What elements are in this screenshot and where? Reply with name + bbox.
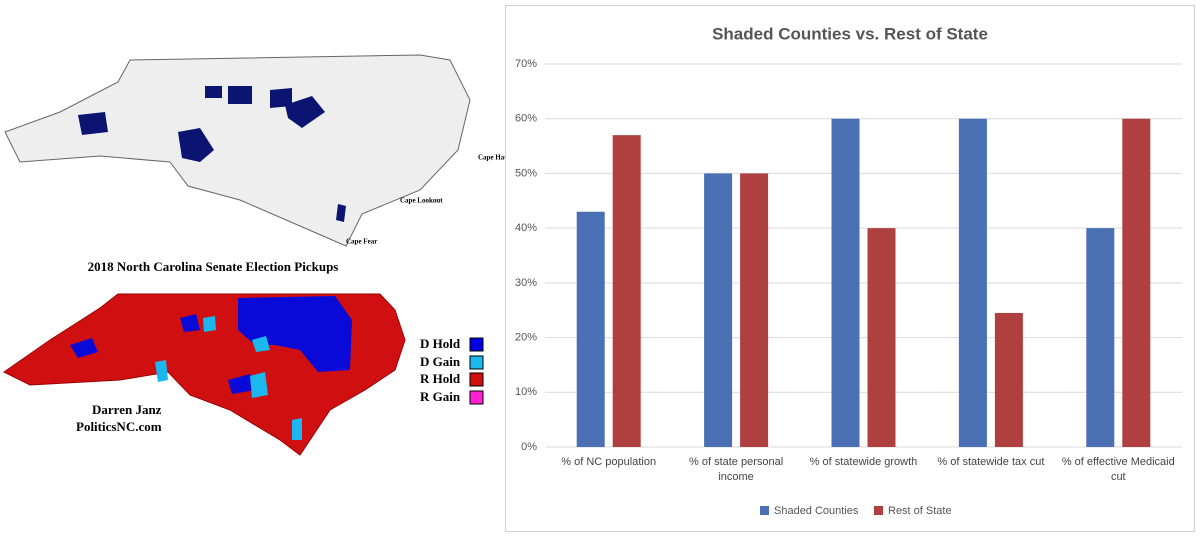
cape-label: Cape Lookout bbox=[400, 197, 443, 205]
bar bbox=[740, 173, 769, 447]
district-map bbox=[3, 293, 406, 456]
legend-label: R Gain bbox=[420, 389, 461, 404]
bar bbox=[867, 228, 896, 447]
legend-swatch bbox=[874, 506, 883, 515]
bar bbox=[704, 173, 733, 447]
x-tick-label: % of NC population bbox=[561, 456, 657, 468]
legend-swatch bbox=[469, 390, 484, 405]
legend-label: Shaded Counties bbox=[774, 505, 859, 517]
bar bbox=[1086, 228, 1115, 447]
x-tick-label: % of effective Medicaid cut bbox=[1061, 456, 1175, 483]
legend-label: D Hold bbox=[420, 336, 461, 351]
x-tick-label-box: % of effective Medicaid cut bbox=[1061, 456, 1175, 483]
cape-label: Cape Hatteras bbox=[478, 154, 522, 162]
bar bbox=[994, 312, 1023, 447]
cape-label: Cape Fear bbox=[346, 238, 377, 246]
chart: 0% 10% 20% 30% 40% 50% 60% 70% % of NC populatio… bbox=[515, 58, 1182, 517]
y-tick-label: 40% bbox=[515, 222, 537, 234]
bar bbox=[576, 211, 605, 447]
y-tick-label: 60% bbox=[515, 113, 537, 125]
bar bbox=[831, 118, 860, 447]
x-tick-label-box: % of state personal income bbox=[689, 456, 784, 483]
legend-label: R Hold bbox=[420, 371, 461, 386]
x-tick-label: % of statewide tax cut bbox=[937, 456, 1045, 468]
legend-swatch bbox=[760, 506, 769, 515]
chart-title: Shaded Counties vs. Rest of State bbox=[712, 24, 988, 43]
legend-swatch bbox=[469, 337, 484, 352]
x-tick-label-box: % of statewide tax cut bbox=[937, 456, 1045, 468]
x-tick-label: % of state personal income bbox=[689, 456, 784, 483]
y-tick-label: 70% bbox=[515, 58, 537, 70]
map-title: 2018 North Carolina Senate Election Pick… bbox=[88, 259, 339, 274]
y-tick-label: 0% bbox=[521, 441, 537, 453]
x-tick-label-box: % of statewide growth bbox=[809, 456, 918, 468]
site: PoliticsNC.com bbox=[76, 419, 162, 434]
legend-swatch bbox=[469, 355, 484, 370]
bar bbox=[612, 135, 641, 447]
bar bbox=[1122, 118, 1151, 447]
bar bbox=[958, 118, 987, 447]
x-tick-label-box: % of NC population bbox=[561, 456, 657, 468]
author: Darren Janz bbox=[92, 402, 162, 417]
legend-swatch bbox=[469, 372, 484, 387]
y-tick-label: 50% bbox=[515, 167, 537, 179]
y-tick-label: 10% bbox=[515, 386, 537, 398]
y-tick-label: 30% bbox=[515, 277, 537, 289]
legend-label: D Gain bbox=[420, 354, 461, 369]
y-tick-label: 20% bbox=[515, 331, 537, 343]
legend-label: Rest of State bbox=[888, 505, 952, 517]
county-map bbox=[4, 54, 471, 247]
x-tick-label: % of statewide growth bbox=[809, 456, 918, 468]
